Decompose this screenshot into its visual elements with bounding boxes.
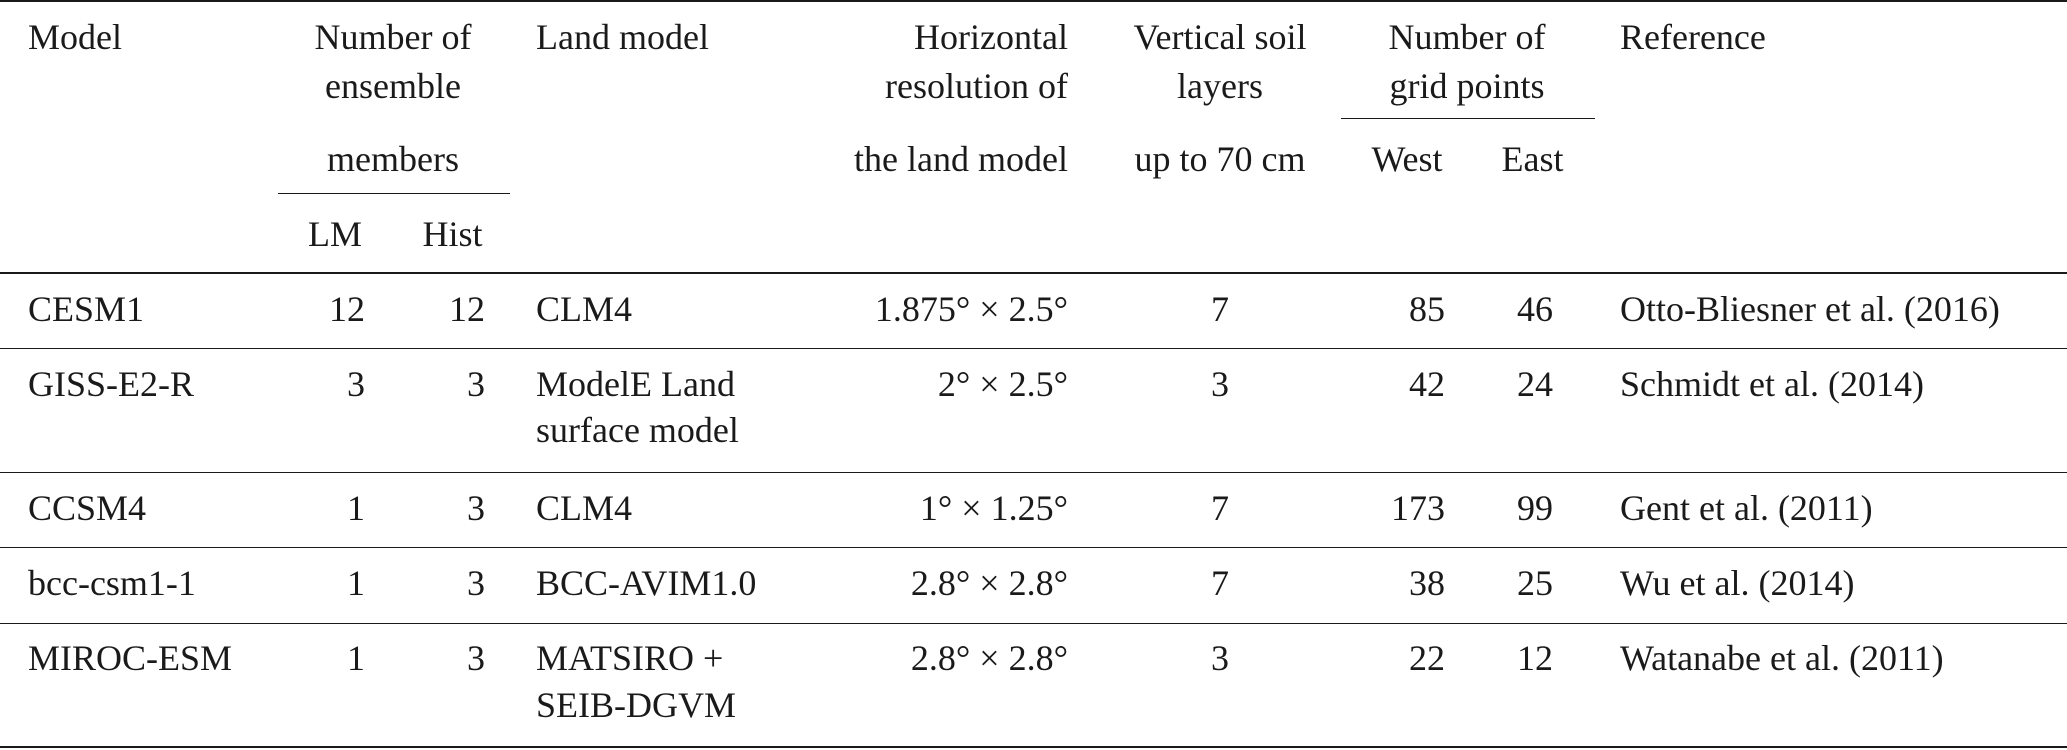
- col-header-soil-line1: Vertical soil: [1133, 17, 1307, 57]
- cell-east: 24: [1517, 364, 1553, 404]
- col-subheader-lm: LM: [308, 214, 362, 254]
- cell-reference: Gent et al. (2011): [1620, 488, 1873, 528]
- cell-lm: 3: [347, 364, 365, 404]
- cell-resolution: 2.8° × 2.8°: [910, 563, 1068, 603]
- cell-east: 12: [1517, 638, 1553, 678]
- cell-land-model-line2: surface model: [536, 410, 739, 450]
- cell-model: GISS-E2-R: [28, 364, 195, 404]
- cell-model: CCSM4: [28, 488, 147, 528]
- ensemble-subheader-rule: [278, 193, 510, 194]
- col-header-grid-line2: grid points: [1389, 66, 1545, 106]
- header-bottom-rule: [0, 272, 2067, 274]
- cell-reference: Watanabe et al. (2011): [1620, 638, 1944, 678]
- cell-land-model-line1: CLM4: [536, 289, 633, 329]
- cell-west: 42: [1409, 364, 1445, 404]
- cell-hist: 3: [467, 488, 485, 528]
- col-subheader-east: East: [1501, 139, 1564, 179]
- cell-reference: Otto-Bliesner et al. (2016): [1620, 289, 2000, 329]
- cell-soil-layers: 7: [1211, 563, 1229, 603]
- cell-model: bcc-csm1-1: [28, 563, 196, 603]
- col-header-ensemble-line1: Number of: [314, 17, 472, 57]
- cell-west: 22: [1409, 638, 1445, 678]
- cell-land-model-line2: SEIB-DGVM: [536, 685, 737, 725]
- cell-hist: 3: [467, 638, 485, 678]
- cell-reference: Wu et al. (2014): [1620, 563, 1855, 603]
- cell-model: MIROC-ESM: [28, 638, 233, 678]
- cell-west: 173: [1391, 488, 1445, 528]
- cell-land-model-line1: MATSIRO +: [536, 638, 724, 678]
- col-header-resolution-line2: resolution of: [885, 66, 1068, 106]
- cell-land-model-line1: CLM4: [536, 488, 633, 528]
- col-subheader-west: West: [1371, 139, 1443, 179]
- cell-land-model-line1: ModelE Land: [536, 364, 735, 404]
- cell-resolution: 1° × 1.25°: [919, 488, 1068, 528]
- col-header-grid-line1: Number of: [1388, 17, 1546, 57]
- row-rule: [0, 623, 2067, 624]
- cell-east: 99: [1517, 488, 1553, 528]
- cell-soil-layers: 7: [1211, 488, 1229, 528]
- col-header-ensemble-line2: ensemble: [325, 66, 461, 106]
- grid-subheader-rule: [1341, 118, 1595, 119]
- col-header-ensemble-line3: members: [327, 139, 459, 179]
- cell-hist: 12: [449, 289, 485, 329]
- cell-hist: 3: [467, 364, 485, 404]
- cell-lm: 1: [347, 638, 365, 678]
- cell-lm: 1: [347, 488, 365, 528]
- cell-hist: 3: [467, 563, 485, 603]
- cell-west: 38: [1409, 563, 1445, 603]
- cell-resolution: 2.8° × 2.8°: [910, 638, 1068, 678]
- cell-resolution: 1.875° × 2.5°: [874, 289, 1068, 329]
- cell-reference: Schmidt et al. (2014): [1620, 364, 1924, 404]
- cell-west: 85: [1409, 289, 1445, 329]
- row-rule: [0, 547, 2067, 548]
- cell-land-model-line1: BCC-AVIM1.0: [536, 563, 757, 603]
- cell-soil-layers: 3: [1211, 638, 1229, 678]
- cell-east: 46: [1517, 289, 1553, 329]
- cell-resolution: 2° × 2.5°: [937, 364, 1068, 404]
- col-header-reference: Reference: [1620, 17, 1766, 57]
- top-rule: [0, 0, 2067, 2]
- col-header-resolution-line1: Horizontal: [914, 17, 1068, 57]
- row-rule: [0, 472, 2067, 473]
- bottom-rule: [0, 746, 2067, 748]
- cell-model: CESM1: [28, 289, 145, 329]
- cell-soil-layers: 3: [1211, 364, 1229, 404]
- col-header-model: Model: [28, 17, 122, 57]
- col-header-resolution-line3: the land model: [854, 139, 1068, 179]
- cell-soil-layers: 7: [1211, 289, 1229, 329]
- col-header-soil-line3: up to 70 cm: [1134, 139, 1306, 179]
- cell-east: 25: [1517, 563, 1553, 603]
- col-header-land-model: Land model: [536, 17, 709, 57]
- row-rule: [0, 348, 2067, 349]
- cell-lm: 1: [347, 563, 365, 603]
- cell-lm: 12: [329, 289, 365, 329]
- col-header-soil-line2: layers: [1177, 66, 1263, 106]
- col-subheader-hist: Hist: [422, 214, 483, 254]
